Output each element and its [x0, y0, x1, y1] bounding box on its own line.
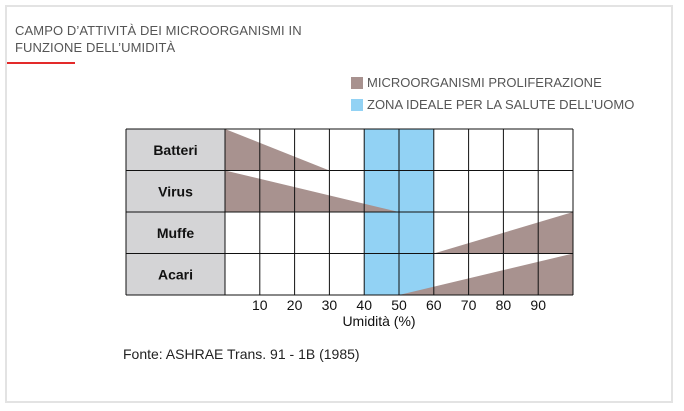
legend-swatch-proliferation [351, 76, 363, 89]
x-axis-title: Umidità (%) [342, 313, 415, 329]
x-tick-label: 30 [322, 297, 338, 313]
legend-swatch-ideal-zone [351, 98, 363, 111]
x-tick-label: 70 [461, 297, 477, 313]
legend-item-ideal-zone: ZONA IDEALE PER LA SALUTE DELL’UOMO [351, 97, 634, 112]
title-underline [7, 62, 75, 64]
x-tick-label: 90 [530, 297, 546, 313]
category-cell-muffe [126, 212, 225, 254]
source-note: Fonte: ASHRAE Trans. 91 - 1B (1985) [123, 346, 360, 362]
category-label: Batteri [153, 142, 197, 158]
chart-title: CAMPO D’ATTIVITÀ DEI MICROORGANISMI IN F… [15, 23, 302, 55]
proliferation-wedge-virus [225, 170, 399, 212]
proliferation-wedge-batteri [225, 129, 330, 171]
proliferation-wedge-acari [399, 253, 573, 295]
category-cell-acari [126, 253, 225, 295]
category-label: Virus [158, 183, 193, 199]
x-tick-label: 40 [356, 297, 372, 313]
x-tick-label: 20 [287, 297, 303, 313]
chart-frame [5, 5, 673, 403]
category-cell-batteri [126, 129, 225, 171]
x-tick-label: 50 [391, 297, 407, 313]
x-tick-label: 60 [426, 297, 442, 313]
category-label: Muffe [157, 225, 195, 241]
category-cell-virus [126, 170, 225, 212]
legend-item-proliferation: MICROORGANISMI PROLIFERAZIONE [351, 75, 602, 90]
legend-label-ideal-zone: ZONA IDEALE PER LA SALUTE DELL’UOMO [367, 97, 635, 112]
x-tick-label: 10 [252, 297, 268, 313]
x-tick-label: 80 [496, 297, 512, 313]
legend-label-proliferation: MICROORGANISMI PROLIFERAZIONE [367, 75, 602, 90]
category-label: Acari [158, 266, 193, 282]
